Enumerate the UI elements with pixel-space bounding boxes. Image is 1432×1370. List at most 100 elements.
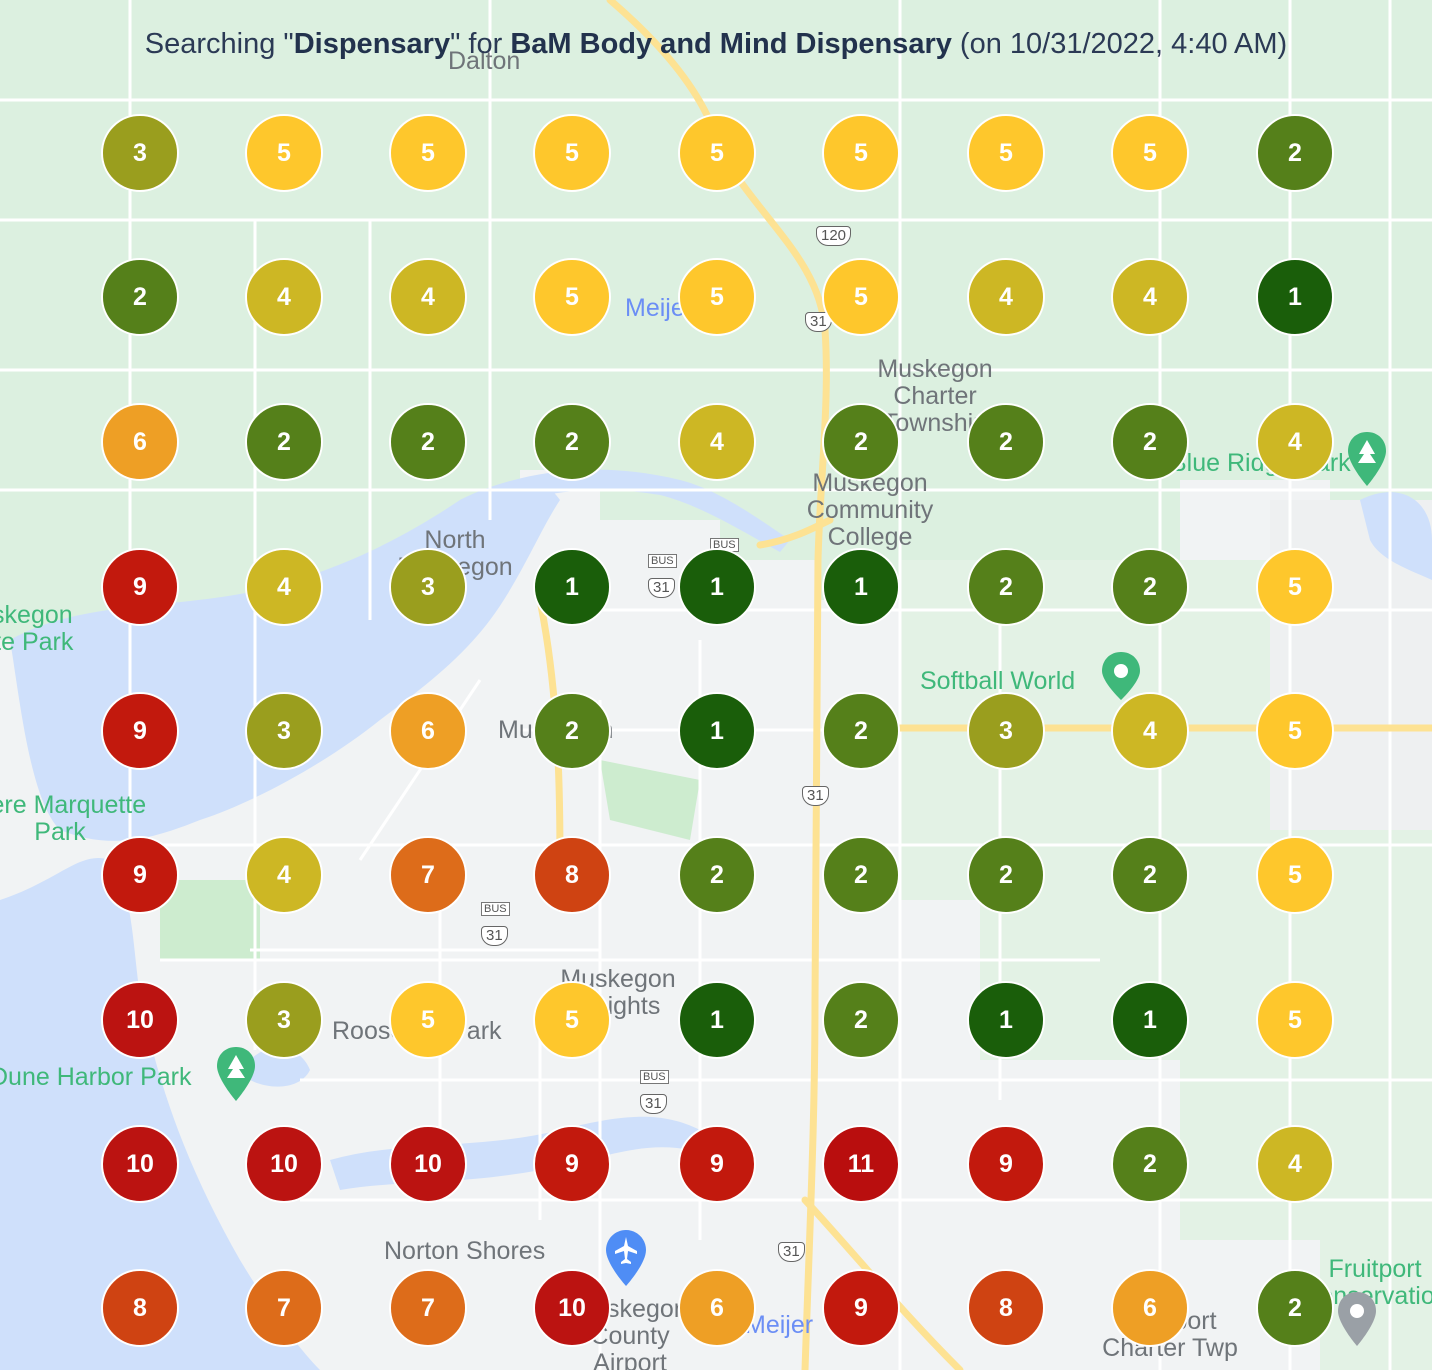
rank-pin[interactable]: 10 <box>245 1125 323 1203</box>
rank-pin[interactable]: 6 <box>101 403 179 481</box>
rank-pin[interactable]: 5 <box>389 114 467 192</box>
rank-pin[interactable]: 4 <box>1111 692 1189 770</box>
rank-pin[interactable]: 3 <box>245 981 323 1059</box>
rank-pin[interactable]: 2 <box>533 403 611 481</box>
rank-pin[interactable]: 4 <box>245 258 323 336</box>
rank-pin[interactable]: 2 <box>1256 114 1334 192</box>
label-softball-world: Softball World <box>920 667 1076 695</box>
label-muskegon-charter: Muskegon Charter Township <box>877 355 993 437</box>
rank-pin[interactable]: 3 <box>967 692 1045 770</box>
rank-pin[interactable]: 4 <box>678 403 756 481</box>
rank-pin[interactable]: 1 <box>1111 981 1189 1059</box>
rank-pin[interactable]: 4 <box>1111 258 1189 336</box>
rank-pin[interactable]: 10 <box>101 981 179 1059</box>
bus31-shield: 31 <box>640 1094 667 1114</box>
rank-pin[interactable]: 2 <box>1256 1269 1334 1347</box>
rank-pin[interactable]: 2 <box>245 403 323 481</box>
m120-shield: 120 <box>816 226 852 246</box>
rank-pin[interactable]: 8 <box>533 836 611 914</box>
rank-pin[interactable]: 11 <box>822 1125 900 1203</box>
rank-pin[interactable]: 2 <box>678 836 756 914</box>
rank-pin[interactable]: 1 <box>822 548 900 626</box>
header-prefix: Searching " <box>144 28 294 60</box>
rank-pin[interactable]: 6 <box>389 692 467 770</box>
rank-pin[interactable]: 5 <box>967 114 1045 192</box>
rank-pin[interactable]: 10 <box>389 1125 467 1203</box>
rank-pin[interactable]: 4 <box>389 258 467 336</box>
rank-pin[interactable]: 5 <box>1256 548 1334 626</box>
rank-pin[interactable]: 9 <box>101 548 179 626</box>
park-marker-icon[interactable] <box>215 1045 257 1105</box>
rank-pin[interactable]: 3 <box>389 548 467 626</box>
bus-route-label: BUS <box>648 554 677 568</box>
rank-pin[interactable]: 5 <box>1256 836 1334 914</box>
rank-pin[interactable]: 3 <box>101 114 179 192</box>
rank-pin[interactable]: 5 <box>533 114 611 192</box>
rank-pin[interactable]: 2 <box>1111 548 1189 626</box>
rank-pin[interactable]: 8 <box>967 1269 1045 1347</box>
rank-pin[interactable]: 1 <box>1256 258 1334 336</box>
rank-pin[interactable]: 1 <box>967 981 1045 1059</box>
rank-pin[interactable]: 5 <box>245 114 323 192</box>
rank-pin[interactable]: 5 <box>678 114 756 192</box>
rank-pin[interactable]: 2 <box>822 692 900 770</box>
rank-pin[interactable]: 2 <box>533 692 611 770</box>
rank-pin[interactable]: 1 <box>678 692 756 770</box>
bus-route-label: BUS <box>481 902 510 916</box>
rank-pin[interactable]: 5 <box>822 114 900 192</box>
rank-pin[interactable]: 2 <box>101 258 179 336</box>
rank-pin[interactable]: 9 <box>678 1125 756 1203</box>
rank-pin[interactable]: 1 <box>678 981 756 1059</box>
rank-pin[interactable]: 5 <box>389 981 467 1059</box>
rank-pin[interactable]: 7 <box>389 1269 467 1347</box>
rank-pin[interactable]: 2 <box>1111 836 1189 914</box>
us31-shield: 31 <box>802 786 829 806</box>
park-marker-icon[interactable] <box>1346 430 1388 490</box>
rank-pin[interactable]: 5 <box>1111 114 1189 192</box>
place-marker-icon[interactable] <box>1100 650 1142 704</box>
rank-pin[interactable]: 5 <box>678 258 756 336</box>
rank-pin[interactable]: 1 <box>678 548 756 626</box>
rank-pin[interactable]: 2 <box>822 836 900 914</box>
rank-pin[interactable]: 9 <box>967 1125 1045 1203</box>
rank-pin[interactable]: 4 <box>1256 1125 1334 1203</box>
rank-pin[interactable]: 2 <box>822 981 900 1059</box>
rank-pin[interactable]: 6 <box>678 1269 756 1347</box>
place-marker-icon[interactable] <box>1336 1290 1378 1350</box>
rank-pin[interactable]: 2 <box>967 836 1045 914</box>
rank-pin[interactable]: 5 <box>822 258 900 336</box>
rank-pin[interactable]: 9 <box>533 1125 611 1203</box>
bus31-shield: 31 <box>481 926 508 946</box>
rank-pin[interactable]: 7 <box>389 836 467 914</box>
rank-pin[interactable]: 9 <box>822 1269 900 1347</box>
rank-pin[interactable]: 5 <box>533 258 611 336</box>
airport-marker-icon[interactable] <box>604 1228 648 1288</box>
rank-pin[interactable]: 1 <box>533 548 611 626</box>
rank-pin[interactable]: 9 <box>101 836 179 914</box>
bus31-shield: 31 <box>648 578 675 598</box>
rank-pin[interactable]: 2 <box>967 548 1045 626</box>
rank-pin[interactable]: 2 <box>822 403 900 481</box>
rank-pin[interactable]: 4 <box>245 836 323 914</box>
rank-pin[interactable]: 2 <box>1111 403 1189 481</box>
rank-pin[interactable]: 6 <box>1111 1269 1189 1347</box>
us31-shield: 31 <box>778 1242 805 1262</box>
rank-pin[interactable]: 8 <box>101 1269 179 1347</box>
rank-pin[interactable]: 5 <box>1256 692 1334 770</box>
rank-pin[interactable]: 4 <box>967 258 1045 336</box>
rank-pin[interactable]: 4 <box>245 548 323 626</box>
rank-pin[interactable]: 10 <box>101 1125 179 1203</box>
rank-pin[interactable]: 2 <box>1111 1125 1189 1203</box>
rank-pin[interactable]: 3 <box>245 692 323 770</box>
rank-pin[interactable]: 5 <box>1256 981 1334 1059</box>
rank-pin[interactable]: 2 <box>967 403 1045 481</box>
header-keyword: Dispensary <box>293 28 451 60</box>
rank-pin[interactable]: 2 <box>389 403 467 481</box>
rank-pin[interactable]: 10 <box>533 1269 611 1347</box>
rank-pin[interactable]: 5 <box>533 981 611 1059</box>
parks <box>160 760 700 960</box>
rank-pin[interactable]: 7 <box>245 1269 323 1347</box>
rank-pin[interactable]: 4 <box>1256 403 1334 481</box>
rank-pin[interactable]: 9 <box>101 692 179 770</box>
